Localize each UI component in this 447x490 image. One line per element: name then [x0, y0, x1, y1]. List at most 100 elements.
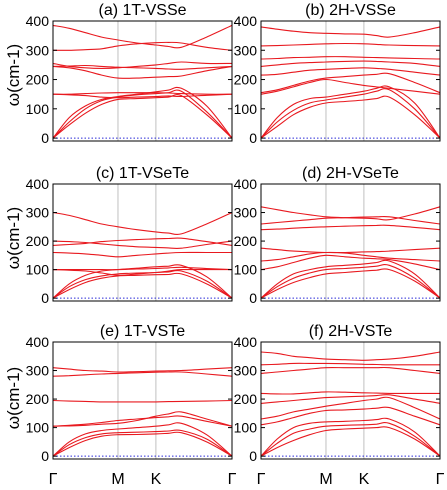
phonon-band-1 — [52, 431, 233, 457]
y-tick-label: 300 — [234, 42, 258, 58]
phonon-band-3 — [260, 85, 441, 139]
phonon-band-3 — [260, 259, 441, 299]
y-tick-label: 300 — [234, 363, 258, 379]
panel-title: (f) 2H-VSTe — [309, 323, 393, 340]
plot-frame — [52, 341, 233, 460]
panel-4: 0 100 200 300 400 (d) 2H-VSeTe — [234, 165, 441, 306]
x-tick-gamma-start-left: Γ — [49, 471, 58, 488]
y-tick-label: 100 — [234, 262, 258, 278]
phonon-band-7 — [260, 224, 441, 231]
phonon-band-8 — [52, 367, 233, 373]
phonon-band-8 — [260, 56, 441, 60]
phonon-band-7 — [52, 240, 233, 249]
panel-title: (a) 1T-VSSe — [98, 2, 186, 19]
phonon-band-9 — [260, 42, 441, 47]
y-tick-label: 200 — [26, 72, 50, 88]
phonon-band-7 — [260, 391, 440, 395]
plot-frame — [260, 183, 441, 302]
y-tick-label: 400 — [234, 176, 258, 192]
phonon-band-5 — [260, 72, 441, 94]
ylabel-row-1: ω(cm-1) — [4, 44, 23, 106]
y-tick-label: 100 — [26, 262, 50, 278]
plot-frame — [260, 20, 441, 142]
phonon-band-5 — [52, 268, 232, 276]
phonon-band-6 — [260, 247, 441, 254]
panel-6: 0 100 200 300 400 (f) 2H-VSTe — [234, 323, 441, 464]
panel-2: 0 100 200 300 400 (b) 2H-VSSe — [234, 2, 441, 146]
phonon-band-3 — [260, 417, 441, 457]
x-tick-gamma-start-right: Γ — [257, 471, 266, 488]
x-tick-gamma-end-left: Γ — [228, 471, 237, 488]
panel-title: (b) 2H-VSSe — [305, 2, 396, 19]
x-tick-m-left: M — [111, 471, 124, 488]
y-tick-label: 300 — [26, 42, 50, 58]
phonon-band-2 — [260, 264, 441, 299]
phonon-band-10 — [260, 26, 441, 38]
phonon-band-1 — [260, 426, 441, 457]
phonon-band-4 — [260, 78, 441, 95]
plot-frame — [260, 341, 441, 460]
phonon-band-2 — [52, 429, 233, 457]
y-tick-label: 200 — [234, 233, 258, 249]
y-tick-label: 0 — [41, 130, 49, 146]
phonon-band-5 — [260, 251, 441, 262]
y-tick-label: 100 — [26, 420, 50, 436]
y-tick-label: 400 — [26, 13, 50, 29]
ylabel-row-3: ω(cm-1) — [4, 367, 23, 429]
y-tick-label: 200 — [234, 391, 258, 407]
phonon-band-1 — [260, 268, 441, 299]
phonon-band-2 — [260, 422, 441, 457]
phonon-band-4 — [53, 266, 233, 271]
phonon-band-2 — [260, 88, 441, 139]
x-tick-k-left: K — [151, 471, 162, 488]
phonon-band-2 — [52, 269, 233, 299]
y-tick-label: 0 — [249, 130, 257, 146]
panel-3: 0 100 200 300 400 (c) 1T-VSeTe — [26, 165, 233, 306]
phonon-band-1 — [52, 272, 233, 299]
panel-5: 0 100 200 300 400 (e) 1T-VSTe — [26, 323, 233, 464]
phonon-band-4 — [52, 415, 233, 427]
x-tick-k-right: K — [359, 471, 370, 488]
y-tick-label: 0 — [41, 290, 49, 306]
phonon-band-9 — [260, 362, 440, 366]
plot-frame — [52, 183, 233, 302]
y-tick-label: 200 — [26, 391, 50, 407]
panel-1: 0 100 200 300 400 (a) 1T-VSSe — [26, 2, 233, 146]
phonon-band-5 — [52, 411, 233, 427]
phonon-band-6 — [52, 399, 233, 403]
y-tick-label: 0 — [249, 448, 257, 464]
phonon-band-10 — [52, 41, 233, 51]
ylabel-row-2: ω(cm-1) — [4, 207, 23, 269]
phonon-band-6 — [52, 65, 233, 79]
x-tick-gamma-end-right: Γ — [436, 471, 445, 488]
phonon-band-8 — [260, 366, 441, 374]
phonon-band-4 — [260, 254, 441, 271]
y-tick-label: 400 — [234, 334, 258, 350]
y-tick-label: 0 — [249, 290, 257, 306]
phonon-band-6 — [52, 251, 232, 258]
y-tick-label: 200 — [26, 233, 50, 249]
phonon-band-6 — [260, 67, 441, 76]
panel-title: (c) 1T-VSeTe — [96, 165, 189, 182]
phonon-band-5 — [52, 93, 233, 99]
y-tick-label: 300 — [26, 363, 50, 379]
y-tick-label: 100 — [234, 101, 258, 117]
x-tick-m-right: M — [319, 471, 332, 488]
phonon-band-10 — [260, 351, 441, 361]
phonon-band-7 — [260, 60, 441, 67]
phonon-band-7 — [52, 64, 233, 70]
phonon-band-7 — [52, 371, 233, 377]
y-tick-label: 300 — [26, 205, 50, 221]
y-tick-label: 400 — [26, 176, 50, 192]
phonon-band-2 — [52, 89, 233, 139]
y-tick-label: 400 — [26, 334, 50, 350]
phonon-band-9 — [260, 206, 441, 221]
y-tick-label: 100 — [234, 420, 258, 436]
panel-title: (e) 1T-VSTe — [100, 323, 185, 340]
phonon-band-4 — [52, 92, 233, 95]
phonon-band-6 — [260, 394, 441, 404]
phonon-band-3 — [52, 86, 233, 139]
y-tick-label: 400 — [234, 13, 258, 29]
phonon-band-1 — [260, 95, 441, 139]
